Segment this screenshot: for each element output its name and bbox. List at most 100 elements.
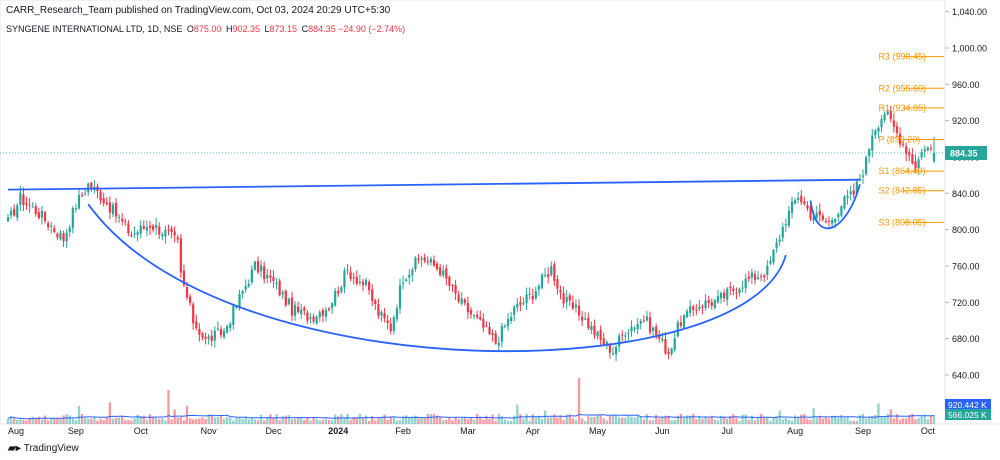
volume-bar	[806, 418, 809, 424]
volume-bar	[466, 419, 470, 424]
volume-bar	[296, 417, 300, 424]
volume-bar	[522, 418, 525, 424]
candle	[824, 217, 828, 224]
candle-body	[753, 273, 757, 280]
candle	[645, 310, 649, 322]
candle-body	[155, 225, 158, 228]
volume-bar	[849, 420, 852, 424]
brand[interactable]: ▰▸ TradingView	[8, 443, 79, 454]
candle-body	[192, 304, 195, 324]
volume-bar	[670, 420, 673, 424]
candle-body	[349, 271, 352, 279]
candle-body	[420, 258, 423, 260]
candle-body	[494, 333, 497, 344]
candle-body	[16, 205, 19, 218]
volume-tag-label: 566.025 K	[948, 410, 987, 420]
candle	[337, 286, 340, 297]
volume-bar	[503, 419, 507, 424]
candle-body	[136, 232, 139, 235]
candle	[534, 286, 537, 301]
candle-body	[198, 328, 201, 335]
candle-body	[587, 317, 590, 329]
volume-bar	[65, 414, 68, 424]
candle-body	[596, 331, 599, 337]
volume-bar	[753, 420, 757, 424]
candle-body	[926, 147, 929, 151]
candle	[389, 317, 392, 335]
candle	[423, 253, 426, 264]
candle	[37, 207, 40, 220]
volume-bar	[59, 418, 62, 424]
volume-bar	[182, 420, 186, 424]
candle	[719, 291, 723, 304]
candle-body	[562, 293, 565, 304]
pivot-label: R3 (990.45)	[878, 52, 926, 62]
volume-bar	[28, 417, 31, 424]
candle-body	[182, 270, 186, 286]
candle	[821, 212, 824, 222]
candle-body	[812, 216, 815, 221]
volume-bar	[377, 416, 380, 424]
volume-bar	[889, 409, 892, 424]
candle-body	[673, 338, 676, 351]
volume-bar	[300, 416, 303, 424]
candle-body	[105, 202, 108, 205]
candle	[550, 261, 553, 277]
candle	[852, 183, 855, 199]
candle	[93, 180, 96, 194]
candle	[917, 156, 920, 175]
x-tick-label: May	[589, 426, 607, 436]
candle	[639, 318, 642, 330]
candle	[488, 322, 491, 336]
volume-bar	[704, 416, 707, 424]
candle-body	[170, 228, 173, 232]
volume-bar	[198, 418, 201, 424]
candle	[682, 313, 686, 330]
candle-body	[460, 298, 463, 304]
candle-body	[593, 325, 596, 336]
volume-bar	[932, 415, 936, 424]
candle	[476, 310, 479, 320]
candle	[522, 297, 525, 306]
volume-bar	[679, 413, 683, 424]
candle	[395, 304, 399, 323]
candle	[652, 325, 655, 338]
candle-body	[392, 317, 395, 331]
candle	[408, 269, 411, 285]
candle-body	[864, 157, 868, 175]
candle-body	[263, 266, 266, 280]
volume-bar	[426, 413, 429, 424]
volume-bar	[818, 415, 821, 424]
x-tick-label: Sep	[855, 426, 871, 436]
candle	[630, 320, 633, 337]
candle	[386, 314, 389, 330]
candle	[364, 277, 368, 287]
candle-body	[28, 204, 31, 206]
candle	[368, 279, 371, 295]
candle	[710, 298, 713, 310]
volume-bar	[778, 410, 781, 424]
candle-body	[297, 306, 300, 313]
candle-body	[80, 195, 84, 197]
candle-body	[491, 333, 494, 336]
candle-body	[201, 333, 204, 338]
candle	[479, 310, 482, 321]
candle	[151, 223, 155, 233]
candle-body	[611, 353, 615, 355]
volume-bar	[56, 418, 59, 424]
candle	[124, 218, 127, 226]
candle-body	[843, 196, 846, 209]
candle-body	[309, 317, 312, 320]
candle	[263, 261, 266, 284]
candle-body	[790, 201, 794, 213]
candle-body	[318, 312, 321, 318]
candle	[213, 326, 216, 348]
symbol-name[interactable]: SYNGENE INTERNATIONAL LTD, 1D, NSE	[6, 24, 183, 34]
volume-bar	[497, 413, 500, 424]
volume-bar	[306, 417, 309, 424]
candle	[722, 288, 726, 302]
candle	[806, 201, 809, 212]
volume-bar	[244, 417, 247, 424]
candle-body	[704, 300, 707, 308]
